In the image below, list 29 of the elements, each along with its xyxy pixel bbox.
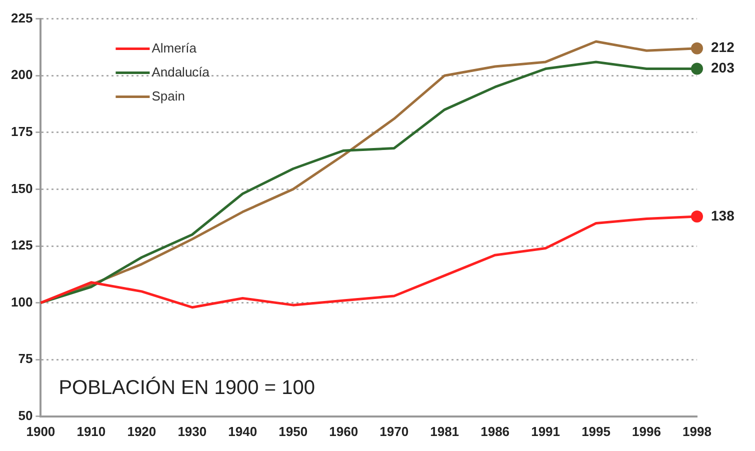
x-tick-label: 1991 (531, 424, 560, 439)
data-label: 203 (711, 60, 735, 76)
y-tick-label: 175 (10, 124, 33, 139)
x-tick-label: 1940 (228, 424, 258, 439)
data-label: 212 (711, 39, 735, 56)
x-tick-label: 1930 (178, 424, 207, 439)
y-tick-label: 100 (10, 294, 33, 310)
y-tick-label: 200 (10, 67, 33, 82)
x-tick-label: 1950 (278, 424, 308, 439)
x-tick-label: 1981 (430, 424, 460, 439)
x-tick-label: 1996 (632, 424, 661, 439)
x-tick-label: 1910 (76, 424, 106, 439)
x-tick-label: 1960 (329, 424, 358, 439)
x-tick-label: 1920 (127, 424, 156, 439)
data-label: 138 (711, 207, 735, 224)
annotation: POBLACIÓN EN 1900 = 100 (58, 376, 315, 399)
x-tick-label: 1986 (480, 424, 510, 439)
y-tick-label: 225 (10, 10, 33, 26)
legend-label: Almería (152, 40, 198, 56)
legend-label: Andalucía (152, 64, 210, 80)
x-tick-label: 1900 (26, 424, 56, 439)
legend-label: Spain (152, 88, 185, 104)
x-tick-label: 1995 (582, 424, 610, 439)
y-tick-label: 125 (10, 238, 33, 253)
y-tick-label: 50 (18, 408, 33, 423)
y-tick-label: 150 (10, 180, 33, 196)
y-tick-label: 75 (18, 351, 33, 366)
x-tick-label: 1970 (380, 424, 409, 439)
x-tick-label: 1998 (682, 424, 712, 439)
